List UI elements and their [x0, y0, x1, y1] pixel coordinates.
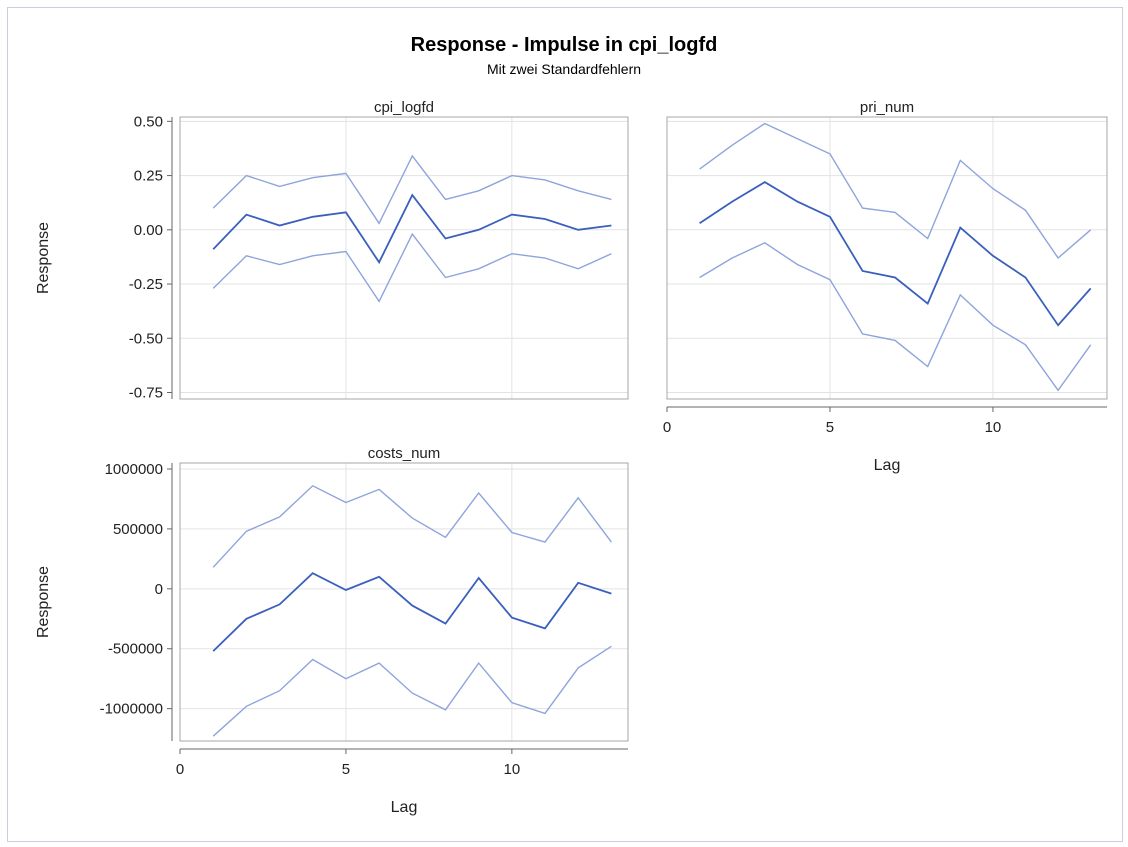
y-tick-label: 0.25 — [134, 168, 163, 185]
series-line-upper-bound — [212, 484, 612, 568]
panel-title: pri_num — [860, 99, 914, 116]
y-tick-label: 0.50 — [134, 113, 163, 130]
series-line-upper-bound — [212, 154, 612, 225]
series-line-lower-bound — [699, 241, 1092, 392]
panel-border — [179, 116, 629, 400]
y-axis-title: Response — [35, 222, 52, 294]
panel-title: cpi_logfd — [374, 99, 434, 116]
series-line-response-estimate — [212, 193, 612, 265]
chart-subtitle: Mit zwei Standardfehlern — [487, 61, 641, 77]
series-line-upper-bound — [699, 122, 1092, 260]
x-tick-label: 10 — [504, 761, 521, 778]
chart-title: Response - Impulse in cpi_logfd — [411, 34, 718, 56]
x-tick-label: 5 — [826, 419, 834, 436]
series-line-lower-bound — [212, 645, 612, 737]
series-line-response-estimate — [212, 572, 612, 652]
panels: cpi_logfd 0.50 0.25 0.00 -0.25 -0.50 -0.75 Resp… — [35, 99, 1108, 816]
panel-title: costs_num — [368, 445, 441, 462]
x-tick-label: 5 — [342, 761, 350, 778]
y-tick-label: 0 — [155, 581, 163, 598]
chart-frame — [7, 7, 1123, 842]
y-tick-label: -0.25 — [129, 276, 163, 293]
x-tick-label: 10 — [985, 419, 1002, 436]
series-line-response-estimate — [699, 181, 1092, 327]
x-axis-title: Lag — [874, 457, 901, 474]
x-tick-label: 0 — [663, 419, 671, 436]
y-axis-title: Response — [35, 566, 52, 638]
panel-cpi-logfd: cpi_logfd 0.50 0.25 0.00 -0.25 -0.50 -0.75 Resp… — [35, 99, 629, 401]
y-tick-label: -1000000 — [100, 701, 163, 718]
y-tick-label: 500000 — [113, 521, 163, 538]
panel-costs-num: costs_num 1000000 500000 0 -500000 -1000000 Re… — [35, 445, 629, 816]
panel-border — [666, 116, 1108, 400]
x-axis-title: Lag — [391, 799, 418, 816]
y-tick-label: -0.75 — [129, 384, 163, 401]
y-tick-label: -500000 — [108, 641, 163, 658]
y-tick-label: 0.00 — [134, 222, 163, 239]
x-tick-label: 0 — [176, 761, 184, 778]
panel-pri-num: pri_num 0 5 10 Lag — [663, 99, 1108, 474]
panel-border — [179, 462, 629, 742]
series-line-lower-bound — [212, 232, 612, 303]
y-tick-label: 1000000 — [105, 461, 163, 478]
y-tick-label: -0.50 — [129, 330, 163, 347]
